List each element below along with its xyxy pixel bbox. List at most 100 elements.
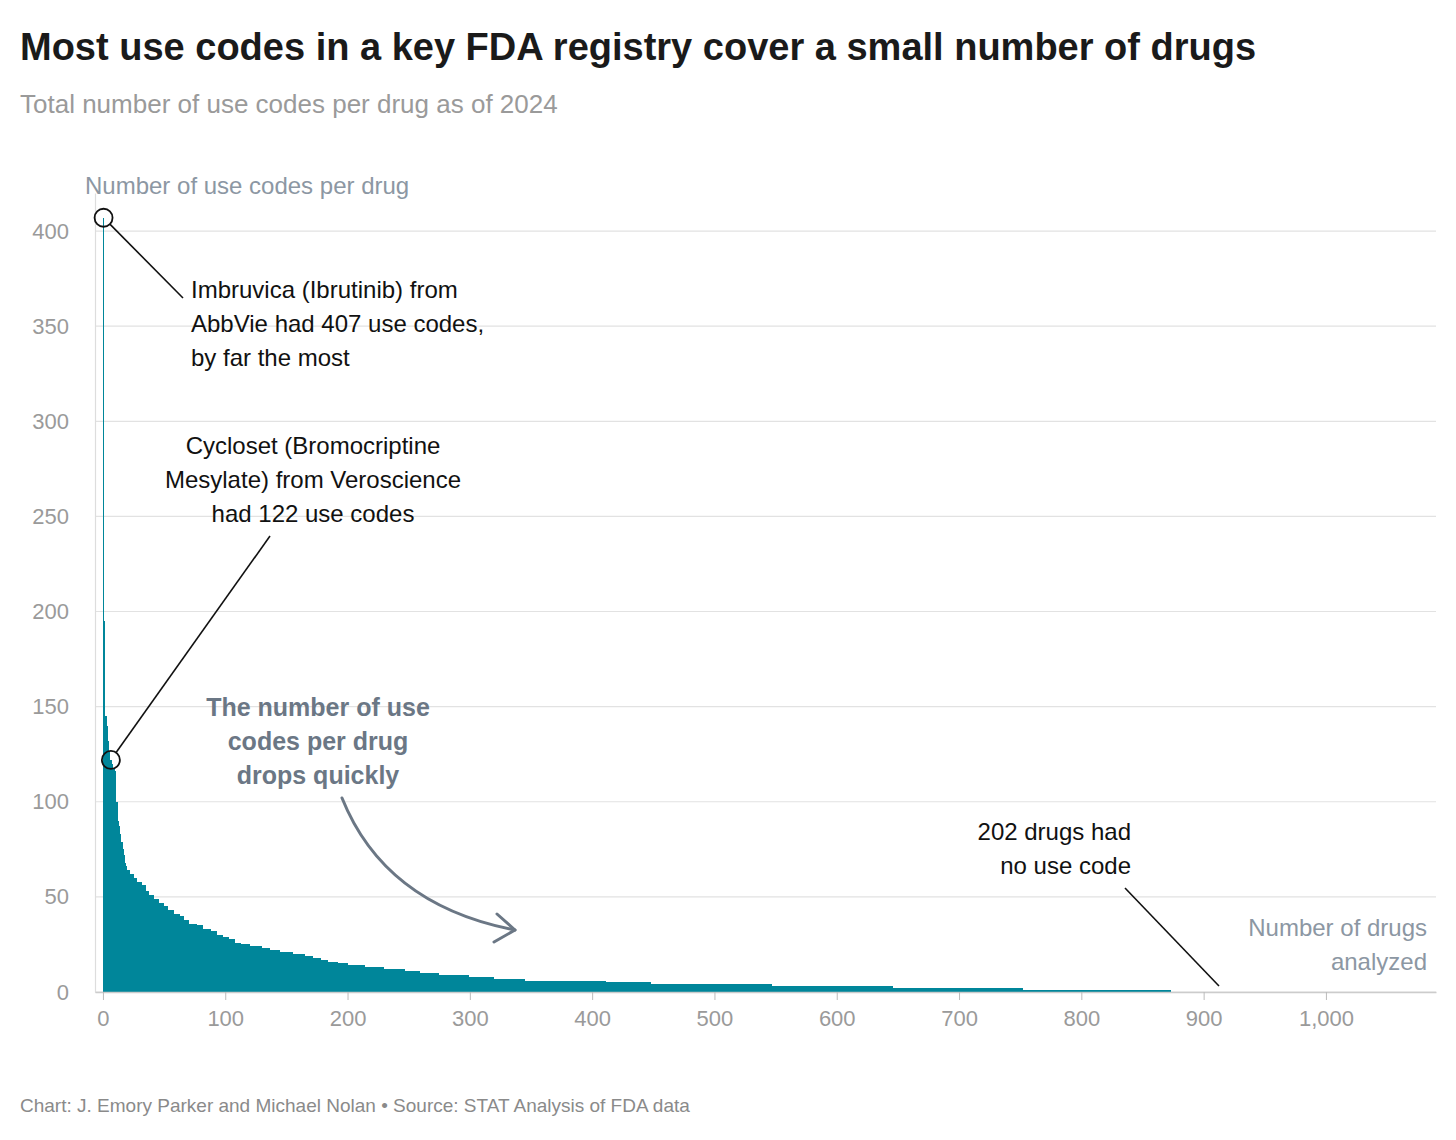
source: Chart: J. Emory Parker and Michael Nolan… [20,1095,690,1116]
annotation-line: 202 drugs had [978,818,1131,845]
y-tick-label: 150 [32,694,69,719]
bar [130,874,134,992]
y-tick: 200 [32,599,95,624]
bar [114,769,115,992]
bar [217,935,223,992]
x-tick-mark [1204,992,1205,1000]
x-axis-title: Number of drugsanalyzed [1248,914,1427,975]
annotation-line: drops quickly [237,761,400,789]
bar [203,929,210,992]
bar [338,963,348,992]
annotations: Imbruvica (Ibrutinib) fromAbbVie had 407… [95,209,1219,986]
bar [109,752,110,992]
bar [118,821,119,992]
x-tick: 100 [207,992,244,1031]
bar [154,899,159,992]
bar [142,885,146,992]
y-tick-label: 250 [32,504,69,529]
y-axis: 0 50 100 150 200 250 300 350 400 [32,194,95,1005]
bar [127,870,129,992]
bar [124,855,125,992]
annotation-arrowhead [494,914,515,942]
bar [146,891,150,992]
grid [95,231,1436,992]
bar [103,218,104,992]
bar [280,952,292,992]
bar [180,916,184,992]
bar [116,802,117,992]
bar [121,842,122,992]
bar [164,906,168,992]
bar [606,982,651,992]
bar [250,946,262,992]
annotation-line: Cycloset (Bromocriptine [186,432,441,459]
bar [168,910,174,992]
y-axis-line [95,194,96,993]
y-tick-label: 0 [57,980,69,1005]
y-tick-label: 350 [32,314,69,339]
annotation: Imbruvica (Ibrutinib) fromAbbVie had 407… [191,276,484,371]
annotation: The number of usecodes per drugdrops qui… [206,693,430,789]
bar [348,965,365,992]
bar [313,958,320,992]
bar [110,760,111,992]
y-tick-label: 100 [32,789,69,814]
x-axis-title-line: analyzed [1331,948,1427,975]
x-tick: 600 [819,992,856,1031]
x-tick-mark [592,992,593,1000]
annotation-line: no use code [1000,852,1131,879]
y-tick-label: 200 [32,599,69,624]
background [0,0,1456,1140]
bar [119,826,120,992]
bar [241,944,250,992]
bar [113,768,114,992]
x-tick: 200 [330,992,367,1031]
annotation-line: by far the most [191,344,350,371]
x-axis-line [96,992,1437,994]
bar [293,954,305,992]
bar [123,849,124,992]
x-tick-mark [225,992,226,1000]
bar [420,973,440,992]
y-tick-label: 300 [32,409,69,434]
y-tick-label: 400 [32,219,69,244]
bar [365,967,385,992]
bar [125,863,126,992]
bar [229,939,235,992]
bar [262,948,271,992]
bar [108,741,109,992]
x-tick: 900 [1186,992,1223,1031]
bar [651,984,772,992]
grid-line [95,421,1436,422]
x-tick-label: 600 [819,1006,856,1031]
grid-line [95,230,1436,231]
bar [159,903,164,992]
x-tick: 0 [97,992,109,1031]
x-tick-mark [103,992,104,1000]
grid-line [95,611,1436,612]
bar [893,988,1023,992]
annotation-line: Mesylate) from Veroscience [165,466,461,493]
x-tick-label: 200 [330,1006,367,1031]
bar [384,969,405,992]
bar [120,834,121,992]
bar [134,878,138,992]
annotation-marker [95,209,113,227]
x-axis: 01002003004005006007008009001,000 [96,992,1437,1031]
bar [328,962,338,992]
x-tick-label: 1,000 [1299,1006,1354,1031]
y-axis-title: Number of use codes per drug [85,172,409,199]
bar [772,986,893,992]
bar [184,920,189,992]
title: Most use codes in a key FDA registry cov… [20,26,1256,68]
annotation-line: The number of use [206,693,430,721]
bar [126,866,127,992]
x-tick-label: 400 [574,1006,611,1031]
y-tick: 50 [45,884,95,909]
annotation-leader [110,224,183,298]
x-tick-mark [959,992,960,1000]
bar [211,931,217,992]
bar [197,925,203,992]
y-tick: 400 [32,219,95,244]
x-tick: 300 [452,992,489,1031]
